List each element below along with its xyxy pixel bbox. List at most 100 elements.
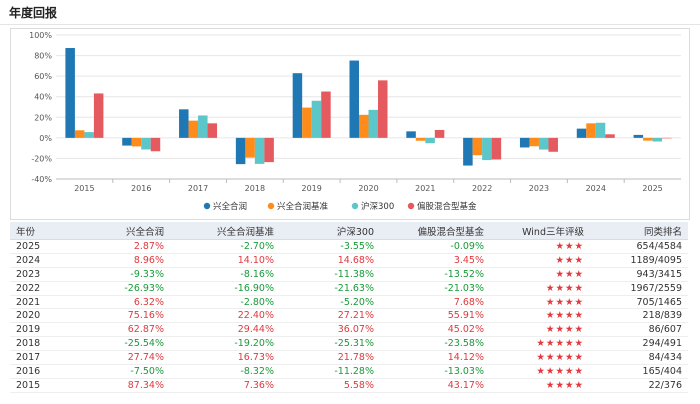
cell-wind-rating: ★★★★★: [490, 364, 590, 379]
cell-peer-rank: 1189/4095: [590, 253, 688, 268]
bar-4: [548, 137, 558, 152]
cell-category-avg-return: 45.02%: [380, 322, 490, 338]
cell-benchmark-return: 7.36%: [170, 378, 280, 393]
x-tick-label: 2020: [358, 184, 378, 193]
legend-marker: [351, 202, 359, 210]
cell-category-avg-return: -21.03%: [380, 281, 490, 296]
cell-fund-return: 27.74%: [80, 350, 170, 366]
cell-wind-rating: ★★★★: [490, 322, 590, 338]
cell-peer-rank: 86/607: [590, 322, 688, 338]
cell-hs300-return: -21.63%: [280, 281, 380, 296]
table-row: 2023 -9.33% -8.16% -11.38% -13.52% ★★★ 943/341…: [10, 267, 688, 282]
x-tick-label: 2021: [415, 184, 435, 193]
bar-2: [131, 137, 142, 147]
cell-benchmark-return: 16.73%: [170, 350, 280, 366]
cell-peer-rank: 1967/2559: [590, 281, 688, 296]
cell-year: 2018: [10, 336, 80, 352]
bar-2: [586, 123, 596, 138]
bar-2: [415, 137, 426, 141]
cell-fund-return: -25.54%: [80, 336, 170, 352]
cell-wind-rating: ★★★: [490, 253, 590, 268]
bar-1: [179, 109, 189, 138]
bar-3: [254, 137, 265, 164]
bar-4: [378, 80, 388, 138]
y-tick-label: -40%: [31, 175, 52, 184]
header-hs300[interactable]: 沪深300: [280, 222, 380, 240]
legend-label: 兴全合润: [213, 201, 247, 212]
y-tick-label: 80%: [34, 52, 52, 61]
bar-3: [84, 132, 94, 138]
cell-peer-rank: 218/839: [590, 308, 688, 324]
bar-2: [472, 137, 483, 156]
y-tick-label: 20%: [34, 113, 52, 122]
bar-2: [529, 137, 539, 147]
chart-svg: -40% -20% 0% 20% 40% 60% 80% 100% 2015 2016 2017 20…: [29, 31, 681, 212]
legend-marker: [407, 202, 415, 210]
cell-peer-rank: 165/404: [590, 364, 688, 379]
cell-benchmark-return: -2.70%: [170, 239, 280, 254]
cell-hs300-return: -11.38%: [280, 267, 380, 282]
legend-label: 兴全合润基准: [277, 201, 329, 212]
x-tick-label: 2022: [472, 184, 492, 193]
bar-4: [321, 91, 331, 138]
cell-hs300-return: -5.20%: [280, 295, 380, 310]
bar-4: [434, 129, 445, 138]
cell-category-avg-return: -0.09%: [380, 239, 490, 254]
cell-category-avg-return: 55.91%: [380, 308, 490, 324]
header-year[interactable]: 年份: [10, 222, 80, 240]
bar-3: [652, 137, 663, 142]
cell-benchmark-return: 22.40%: [170, 308, 280, 324]
x-tick-label: 2019: [302, 184, 322, 193]
bar-3: [425, 137, 435, 144]
annual-return-table: 年份 兴全合润 兴全合润基准 沪深300 偏股混合型基金 Wind三年评级 同类…: [10, 222, 688, 393]
bar-4: [150, 137, 161, 152]
cell-wind-rating: ★★★★: [490, 308, 590, 324]
cell-peer-rank: 84/434: [590, 350, 688, 366]
bar-2: [643, 137, 653, 141]
cell-year: 2015: [10, 378, 80, 393]
bar-2: [245, 137, 255, 158]
cell-year: 2023: [10, 267, 80, 282]
table-row: 2022 -26.93% -16.90% -21.63% -21.03% ★★★★ 1967…: [10, 281, 688, 296]
cell-wind-rating: ★★★: [490, 239, 590, 254]
table-row: 2018 -25.54% -19.20% -25.31% -23.58% ★★★★★ 294…: [10, 336, 688, 352]
header-peer-rank[interactable]: 同类排名: [590, 222, 688, 240]
cell-wind-rating: ★★★★★: [490, 350, 590, 366]
bar-3: [198, 115, 208, 138]
cell-category-avg-return: -13.03%: [380, 364, 490, 379]
y-tick-label: 60%: [34, 72, 52, 81]
y-tick-label: 0%: [39, 134, 52, 143]
bar-3: [141, 137, 151, 150]
cell-benchmark-return: -2.80%: [170, 295, 280, 310]
cell-fund-return: 87.34%: [80, 378, 170, 393]
cell-hs300-return: 14.68%: [280, 253, 380, 268]
cell-year: 2016: [10, 364, 80, 379]
bar-1: [235, 137, 246, 165]
title-divider: [0, 24, 700, 25]
x-tick-label: 2025: [642, 184, 662, 193]
cell-year: 2017: [10, 350, 80, 366]
bar-2: [74, 130, 85, 138]
header-wind-rating[interactable]: Wind三年评级: [490, 222, 590, 240]
cell-peer-rank: 22/376: [590, 378, 688, 393]
header-category-avg[interactable]: 偏股混合型基金: [380, 222, 490, 240]
x-tick-label: 2015: [74, 184, 94, 193]
header-fund[interactable]: 兴全合润: [80, 222, 170, 240]
cell-wind-rating: ★★★★: [490, 281, 590, 296]
cell-fund-return: 2.87%: [80, 239, 170, 254]
cell-benchmark-return: -8.16%: [170, 267, 280, 282]
cell-wind-rating: ★★★: [490, 267, 590, 282]
cell-peer-rank: 654/4584: [590, 239, 688, 254]
header-benchmark[interactable]: 兴全合润基准: [170, 222, 280, 240]
y-tick-label: -20%: [31, 154, 52, 163]
cell-year: 2022: [10, 281, 80, 296]
cell-fund-return: 75.16%: [80, 308, 170, 324]
cell-fund-return: -26.93%: [80, 281, 170, 296]
bar-1: [519, 137, 530, 148]
bar-1: [633, 134, 644, 138]
cell-year: 2024: [10, 253, 80, 268]
cell-year: 2021: [10, 295, 80, 310]
cell-fund-return: 6.32%: [80, 295, 170, 310]
table-row: 2019 62.87% 29.44% 36.07% 45.02% ★★★★ 86/607: [10, 322, 688, 338]
legend-label: 偏股混合型基金: [417, 201, 477, 212]
